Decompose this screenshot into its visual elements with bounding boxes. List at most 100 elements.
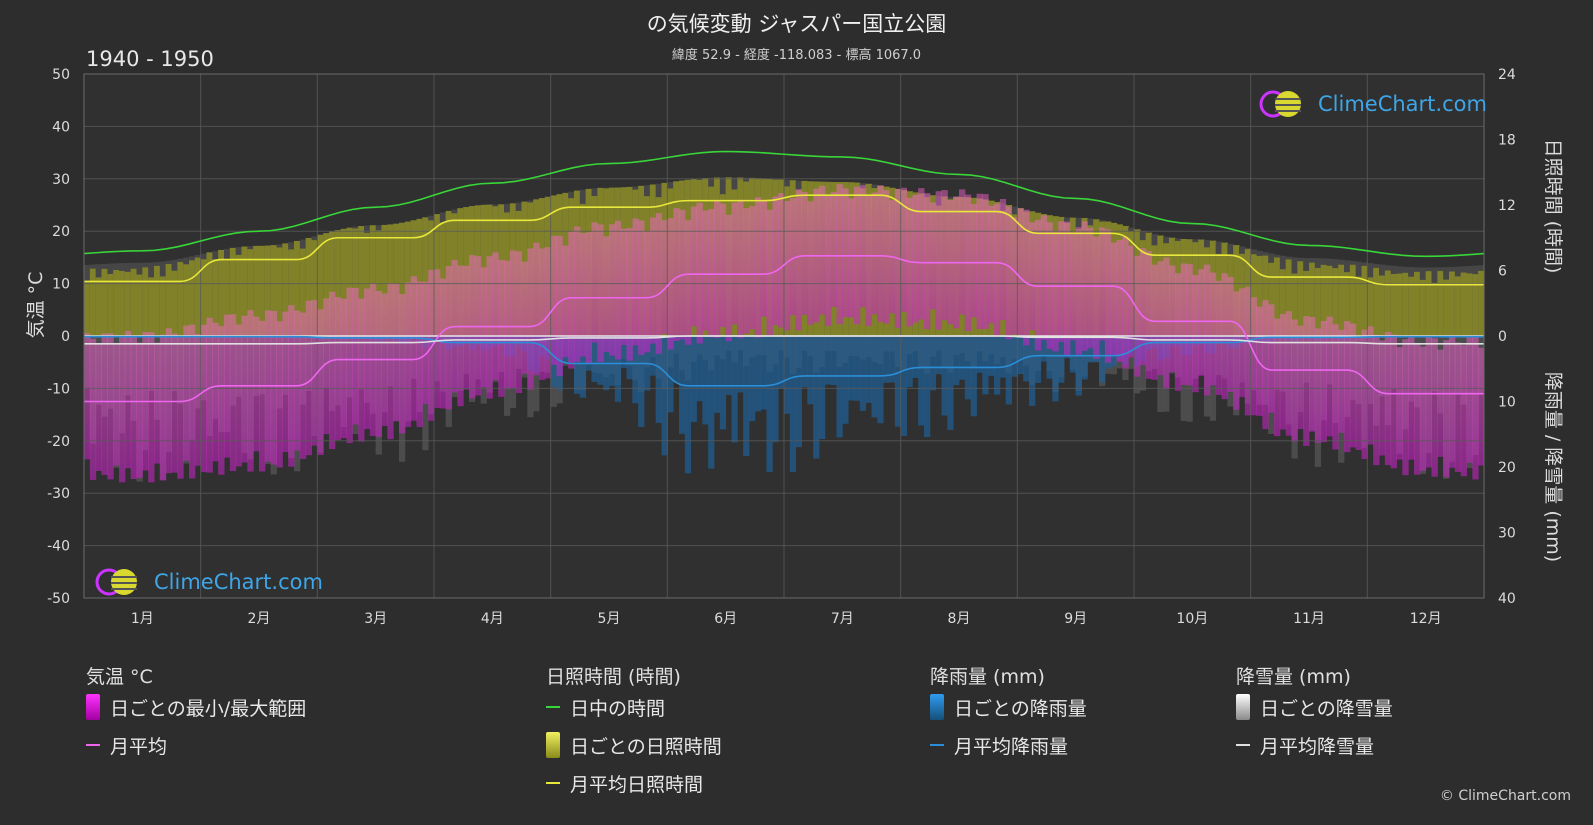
x-tick-label: 11月	[1293, 611, 1325, 627]
sunshine-strip	[1466, 273, 1473, 336]
y-tick-label: 30	[52, 172, 70, 188]
y-tick-label: -10	[47, 381, 70, 397]
temp-range-strip	[579, 233, 587, 357]
temp-range-strip	[1040, 215, 1047, 341]
legend-label: 日ごとの最小/最大範囲	[110, 697, 307, 720]
x-tick-label: 6月	[714, 611, 737, 627]
temp-range-strip	[1361, 329, 1368, 459]
temp-range-strip	[649, 217, 657, 344]
sunshine-strip	[1431, 282, 1438, 336]
sunshine-strip	[1449, 271, 1456, 336]
temp-range-strip	[912, 194, 919, 323]
temp-range-strip	[1379, 340, 1386, 456]
legend-heading: 日照時間 (時間)	[546, 666, 681, 688]
temp-range-strip	[1064, 221, 1071, 357]
rain-strip	[935, 336, 942, 375]
temp-range-strip	[550, 235, 557, 365]
temp-range-strip	[521, 261, 528, 374]
temp-range-strip	[119, 336, 126, 483]
sunshine-strip	[387, 224, 394, 336]
temp-range-strip	[900, 187, 907, 312]
y-tick-label: -50	[47, 591, 70, 607]
rain-strip	[696, 336, 703, 402]
temp-range-strip	[620, 228, 627, 346]
temp-range-strip	[877, 185, 884, 322]
sunshine-strip	[352, 228, 359, 336]
temp-range-strip	[1309, 317, 1316, 432]
rain-strip	[994, 336, 1001, 395]
temp-range-strip	[708, 208, 715, 338]
temp-range-strip	[1326, 316, 1333, 437]
temp-range-strip	[638, 220, 645, 355]
temp-range-strip	[1122, 236, 1129, 369]
legend-sunshine: 日照時間 (時間) 日中の時間 日ごとの日照時間 月平均日照時間	[546, 662, 722, 802]
sunshine-strip	[1390, 274, 1398, 336]
legend-line	[86, 744, 100, 746]
temp-range-strip	[235, 324, 242, 467]
sunshine-strip	[200, 259, 208, 336]
brand-logo-top[interactable]: ClimeChart.com	[1258, 88, 1487, 120]
sunshine-strip	[1338, 264, 1345, 336]
sunshine-strip	[1256, 255, 1263, 336]
temp-range-strip	[918, 188, 925, 320]
rain-strip	[848, 336, 855, 401]
sunshine-strip	[1373, 267, 1380, 336]
rain-strip	[1069, 336, 1077, 373]
sunshine-strip	[171, 270, 178, 336]
temp-range-strip	[428, 269, 435, 421]
legend-swatch	[86, 694, 100, 720]
legend-swatch	[1236, 694, 1250, 720]
temp-range-strip	[1005, 206, 1012, 340]
sunshine-strip	[1268, 262, 1275, 336]
x-tick-label: 8月	[948, 611, 971, 627]
sunshine-mean-line	[84, 194, 1484, 286]
temp-range-strip	[445, 266, 452, 410]
rain-strip	[714, 336, 721, 413]
sunshine-strip	[183, 264, 190, 336]
rain-strip	[970, 336, 977, 417]
temp-range-strip	[702, 210, 709, 331]
y-axis-title: 気温 °C	[25, 272, 47, 339]
temp-range-strip	[1192, 275, 1199, 393]
legend-item: 月平均降雨量	[930, 726, 1087, 764]
sunshine-strip	[1320, 264, 1328, 336]
temp-range-strip	[1303, 316, 1310, 446]
sunshine-strip	[253, 245, 260, 336]
sunshine-strip	[1332, 268, 1339, 336]
temp-range-strip	[1437, 349, 1444, 457]
brand-logo-bottom[interactable]: ClimeChart.com	[94, 566, 323, 598]
y3-tick-label: 40	[1498, 591, 1516, 607]
temp-range-strip	[107, 333, 114, 480]
temp-range-strip	[95, 344, 102, 471]
temp-range-strip	[317, 309, 324, 456]
sunshine-strip	[177, 262, 184, 336]
temp-range-strip	[1285, 311, 1292, 436]
sunshine-strip	[399, 222, 406, 336]
sunshine-strip	[154, 265, 161, 336]
rain-strip	[906, 336, 913, 388]
x-tick-label: 2月	[248, 611, 271, 627]
rain-strip	[877, 336, 884, 424]
temp-range-strip	[591, 222, 598, 343]
legend-label: 日ごとの降雨量	[954, 697, 1087, 720]
temp-range-strip	[1431, 338, 1438, 477]
x-tick-label: 4月	[481, 611, 504, 627]
sunshine-strip	[1349, 264, 1357, 336]
temp-range-strip	[544, 247, 552, 379]
temp-range-strip	[393, 283, 400, 422]
temp-range-strip	[1104, 229, 1112, 363]
temp-range-strip	[719, 203, 727, 328]
temp-range-strip	[334, 297, 342, 441]
temp-range-strip	[1443, 340, 1450, 478]
temp-range-strip	[247, 310, 254, 472]
sunshine-strip	[1285, 259, 1293, 336]
temp-range-strip	[89, 338, 97, 480]
chart-subtitle: 緯度 52.9 - 経度 -118.083 - 標高 1067.0	[671, 48, 922, 63]
rain-strip	[795, 336, 802, 448]
temp-range-strip	[1414, 342, 1421, 475]
sunshine-strip	[311, 240, 318, 336]
sunshine-strip	[148, 277, 155, 336]
temp-range-strip	[929, 202, 937, 310]
temp-range-strip	[1163, 257, 1170, 389]
temp-range-strip	[597, 224, 604, 362]
